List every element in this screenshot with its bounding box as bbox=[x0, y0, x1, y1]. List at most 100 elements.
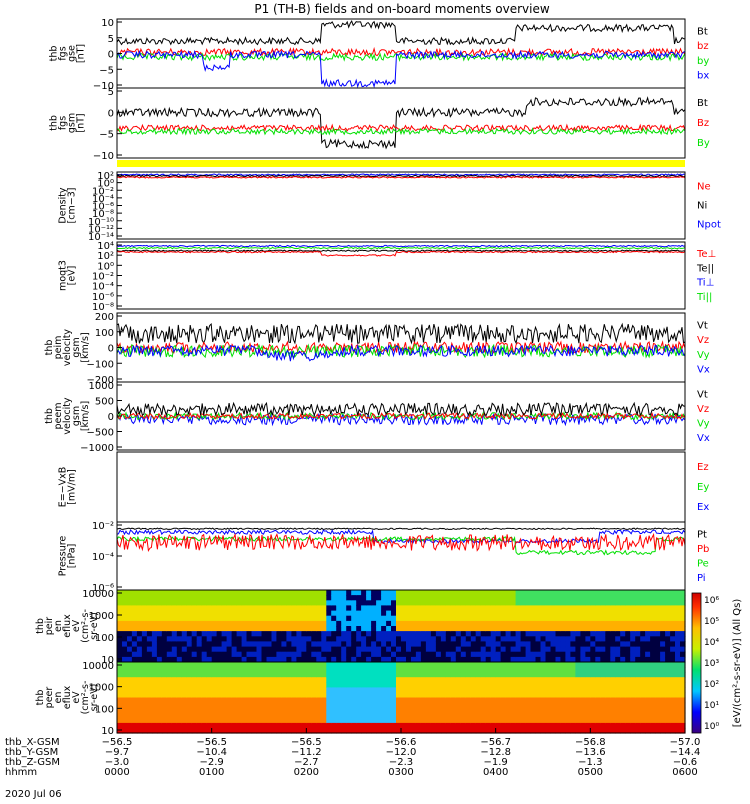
spectrogram-cell bbox=[291, 722, 297, 729]
spectrogram-cell bbox=[430, 626, 437, 632]
spectrogram-cell bbox=[201, 712, 208, 719]
spectrogram-cell bbox=[301, 662, 307, 668]
spectrogram-cell bbox=[585, 662, 591, 668]
spectrogram-cell bbox=[241, 646, 248, 653]
spectrogram-cell bbox=[271, 662, 278, 668]
spectrogram-cell bbox=[590, 641, 596, 648]
spectrogram-cell bbox=[271, 722, 278, 729]
spectrogram-cell bbox=[525, 610, 532, 617]
spectrogram-cell bbox=[231, 590, 238, 596]
spectrogram-cell bbox=[630, 620, 636, 627]
spectrogram-cell bbox=[356, 667, 362, 673]
spectrogram-cell bbox=[480, 662, 487, 668]
spectrogram-cell bbox=[161, 667, 168, 673]
spectrogram-cell bbox=[351, 590, 357, 596]
spectrogram-cell bbox=[351, 631, 357, 637]
spectrogram-cell bbox=[455, 707, 462, 714]
spectrogram-cell bbox=[381, 641, 387, 648]
spectrogram-cell bbox=[351, 717, 357, 724]
spectrogram-cell bbox=[590, 667, 596, 673]
spectrogram-cell bbox=[435, 727, 442, 734]
y-axis-label: thb bbox=[49, 46, 60, 62]
spectrogram-cell bbox=[465, 667, 472, 673]
spectrogram-cell bbox=[136, 620, 143, 627]
spectrogram-cell bbox=[306, 707, 312, 714]
spectrogram-cell bbox=[221, 667, 228, 673]
spectrogram-cell bbox=[505, 631, 512, 637]
spectrogram-cell bbox=[286, 626, 292, 632]
spectrogram-cell bbox=[156, 646, 163, 653]
legend-entry: Vt bbox=[697, 389, 708, 400]
spectrogram-cell bbox=[670, 590, 676, 596]
spectrogram-cell bbox=[440, 712, 447, 719]
spectrogram-cell bbox=[156, 672, 163, 678]
spectrogram-cell bbox=[455, 727, 462, 734]
spectrogram-cell bbox=[276, 636, 282, 642]
spectrogram-cell bbox=[191, 605, 198, 612]
spectrogram-cell bbox=[475, 595, 482, 601]
spectrogram-cell bbox=[640, 687, 646, 694]
spectrogram-cell bbox=[276, 672, 282, 678]
spectrogram-cell bbox=[156, 687, 163, 694]
spectrogram-cell bbox=[216, 605, 223, 612]
spectrogram-cell bbox=[306, 712, 312, 719]
spectrogram-cell bbox=[321, 697, 327, 704]
spectrogram-cell bbox=[311, 610, 317, 617]
spectrogram-cell bbox=[520, 605, 527, 612]
spectrogram-cell bbox=[660, 636, 666, 642]
spectrogram-cell bbox=[176, 651, 183, 658]
spectrogram-cell bbox=[675, 692, 681, 699]
spectrogram-cell bbox=[256, 692, 263, 699]
spectrogram-cell bbox=[465, 636, 472, 642]
spectrogram-cell bbox=[455, 651, 462, 658]
spectrogram-cell bbox=[206, 641, 213, 648]
spectrogram-cell bbox=[166, 651, 173, 658]
spectrogram-cell bbox=[311, 646, 317, 653]
spectrogram-cell bbox=[346, 677, 352, 683]
spectrogram-cell bbox=[510, 626, 517, 632]
spectrogram-cell bbox=[605, 702, 611, 709]
colorbar-tick-label: 10⁰ bbox=[704, 722, 719, 732]
spectrogram-cell bbox=[276, 590, 282, 596]
spectrogram-cell bbox=[141, 722, 148, 729]
spectrogram-cell bbox=[376, 687, 382, 694]
spectrogram-cell bbox=[251, 615, 258, 622]
spectrogram-cell bbox=[286, 682, 292, 688]
spectrogram-cell bbox=[326, 610, 332, 617]
spectrogram-cell bbox=[186, 631, 193, 637]
spectrogram-cell bbox=[196, 692, 203, 699]
spectrogram-cell bbox=[450, 641, 457, 648]
spectrogram-cell bbox=[122, 590, 128, 596]
spectrogram-cell bbox=[411, 672, 417, 678]
spectrogram-cell bbox=[321, 641, 327, 648]
spectrogram-cell bbox=[575, 646, 581, 653]
spectrogram-cell bbox=[136, 672, 143, 678]
spectrogram-cell bbox=[470, 722, 477, 729]
spectrogram-cell bbox=[356, 646, 362, 653]
spectrogram-cell bbox=[535, 636, 542, 642]
spectrogram-cell bbox=[151, 595, 158, 601]
spectrogram-cell bbox=[196, 687, 203, 694]
spectrogram-cell bbox=[151, 605, 158, 612]
spectrogram-cell bbox=[580, 692, 586, 699]
spectrogram-cell bbox=[286, 631, 292, 637]
spectrogram-cell bbox=[306, 697, 312, 704]
spectrogram-cell bbox=[620, 727, 626, 734]
legend-entry: By bbox=[697, 138, 710, 149]
spectrogram-cell bbox=[346, 707, 352, 714]
spectrogram-cell bbox=[256, 727, 263, 734]
spectrogram-cell bbox=[176, 662, 183, 668]
spectrogram-cell bbox=[525, 646, 532, 653]
spectrogram-cell bbox=[226, 677, 233, 683]
legend-entry: Npot bbox=[697, 220, 721, 231]
spectrogram-cell bbox=[341, 717, 347, 724]
spectrogram-cell bbox=[645, 626, 651, 632]
spectrogram-cell bbox=[635, 702, 641, 709]
spectrogram-cell bbox=[540, 615, 547, 622]
spectrogram-cell bbox=[610, 722, 616, 729]
spectrogram-cell bbox=[540, 651, 547, 658]
y-axis-label: [nPa] bbox=[67, 544, 78, 569]
spectrogram-cell bbox=[440, 600, 447, 606]
spectrogram-cell bbox=[485, 631, 492, 637]
spectrogram-cell bbox=[545, 687, 552, 694]
